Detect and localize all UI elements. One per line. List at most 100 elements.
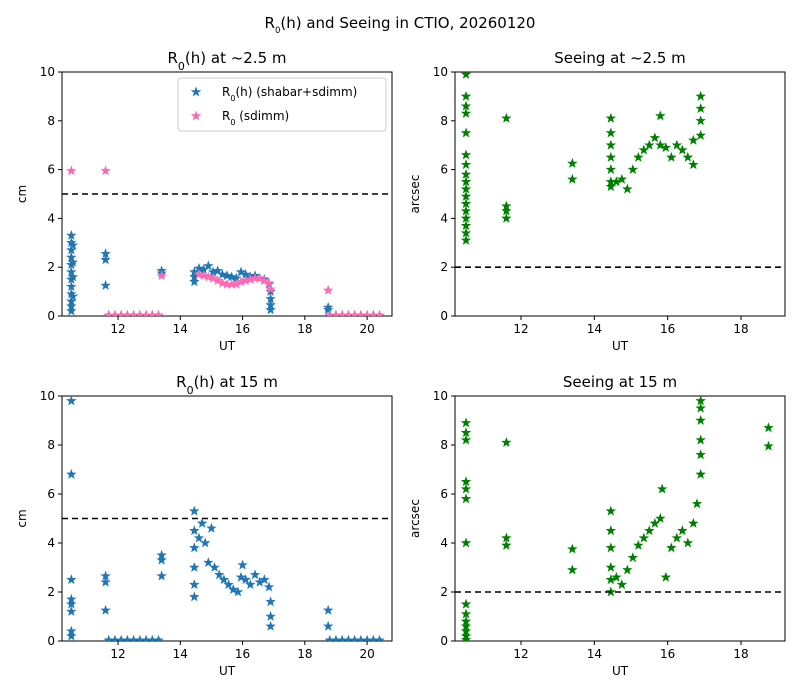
data-point: [605, 151, 617, 162]
y-tick-label: 6: [440, 163, 448, 177]
x-tick-label: 18: [297, 322, 312, 336]
x-tick-label: 14: [587, 322, 602, 336]
data-point: [695, 449, 706, 460]
data-point: [695, 129, 706, 140]
data-point: [682, 537, 694, 548]
x-tick-label: 16: [660, 647, 675, 661]
data-point: [203, 260, 214, 271]
data-point: [649, 132, 661, 143]
data-point: [228, 584, 239, 594]
y-tick-label: 8: [440, 114, 448, 128]
data-point: [265, 596, 276, 607]
data-point: [460, 417, 472, 428]
data-point: [196, 517, 208, 528]
legend-marker: [190, 86, 202, 97]
data-point: [189, 276, 200, 287]
data-point: [671, 532, 683, 543]
data-point: [567, 173, 578, 184]
data-point: [688, 134, 699, 145]
y-tick-label: 10: [433, 389, 448, 403]
data-point: [66, 606, 77, 617]
y-tick-label: 4: [440, 536, 448, 550]
data-point: [627, 552, 639, 563]
y-tick-label: 0: [440, 634, 448, 648]
data-point: [322, 620, 334, 631]
data-point: [666, 151, 677, 162]
data-point: [622, 564, 633, 575]
data-point: [616, 579, 628, 590]
data-point: [655, 110, 666, 121]
x-axis-label: UT: [219, 339, 236, 353]
data-point: [460, 537, 472, 548]
y-tick-label: 8: [440, 438, 448, 452]
x-tick-label: 18: [733, 322, 748, 336]
series-1: [66, 230, 385, 316]
plot-area: [455, 72, 785, 269]
axes-frame: [454, 395, 786, 642]
data-point: [237, 559, 248, 570]
data-point: [460, 72, 472, 79]
x-tick-label: 14: [587, 647, 602, 661]
data-point: [240, 574, 251, 585]
data-point: [501, 539, 512, 550]
data-point: [501, 112, 512, 123]
data-point: [66, 165, 77, 176]
y-tick-label: 4: [440, 211, 448, 225]
data-point: [501, 437, 512, 447]
data-point: [460, 634, 472, 641]
data-point: [460, 434, 472, 445]
data-point: [644, 525, 655, 536]
chart-title: R0(h) at 15 m: [176, 373, 278, 397]
data-point: [374, 309, 385, 316]
data-point: [677, 144, 688, 155]
y-axis-label: cm: [15, 509, 29, 527]
series-2: [66, 165, 385, 316]
x-tick-label: 18: [297, 647, 312, 661]
data-point: [638, 532, 650, 543]
legend: R0(h) (shabar+sdimm) R0 (sdimm): [177, 77, 387, 132]
data-point: [189, 591, 200, 602]
x-tick-label: 12: [513, 647, 528, 661]
data-point: [695, 103, 706, 114]
data-point: [156, 554, 167, 565]
data-point: [671, 139, 683, 150]
data-point: [259, 275, 270, 286]
data-point: [66, 305, 77, 316]
data-point: [605, 139, 617, 150]
y-tick-label: 0: [47, 309, 55, 323]
data-point: [265, 304, 276, 315]
data-point: [263, 277, 275, 288]
data-point: [605, 562, 617, 572]
data-point: [218, 574, 230, 585]
data-point: [189, 525, 200, 536]
chart-panel-1: R0(h) at ~2.5 m 12 14 16 18 20 0 2 4 6 8 10 UT cm R0(h…: [15, 49, 393, 353]
data-point: [605, 127, 617, 138]
data-point: [189, 542, 200, 553]
y-tick-label: 10: [40, 389, 55, 403]
data-point: [203, 557, 214, 568]
data-point: [622, 183, 633, 194]
data-point: [66, 468, 77, 479]
y-axis-label: cm: [15, 185, 29, 203]
data-point: [649, 517, 661, 528]
data-point: [616, 173, 628, 184]
x-tick-label: 12: [110, 647, 125, 661]
y-tick-label: 8: [47, 438, 55, 452]
legend-marker: [190, 110, 202, 121]
data-point: [153, 634, 164, 641]
data-point: [189, 562, 200, 572]
y-tick-label: 10: [433, 65, 448, 79]
data-point: [66, 574, 77, 585]
data-point: [322, 604, 334, 615]
x-tick-label: 14: [173, 647, 188, 661]
data-point: [100, 254, 111, 265]
legend-entry-label: R0 (sdimm): [222, 109, 289, 127]
data-point: [666, 542, 677, 553]
y-tick-label: 8: [47, 114, 55, 128]
data-point: [633, 539, 644, 550]
data-point: [605, 112, 617, 123]
data-point: [153, 309, 164, 316]
data-point: [66, 630, 77, 641]
data-point: [695, 415, 706, 425]
